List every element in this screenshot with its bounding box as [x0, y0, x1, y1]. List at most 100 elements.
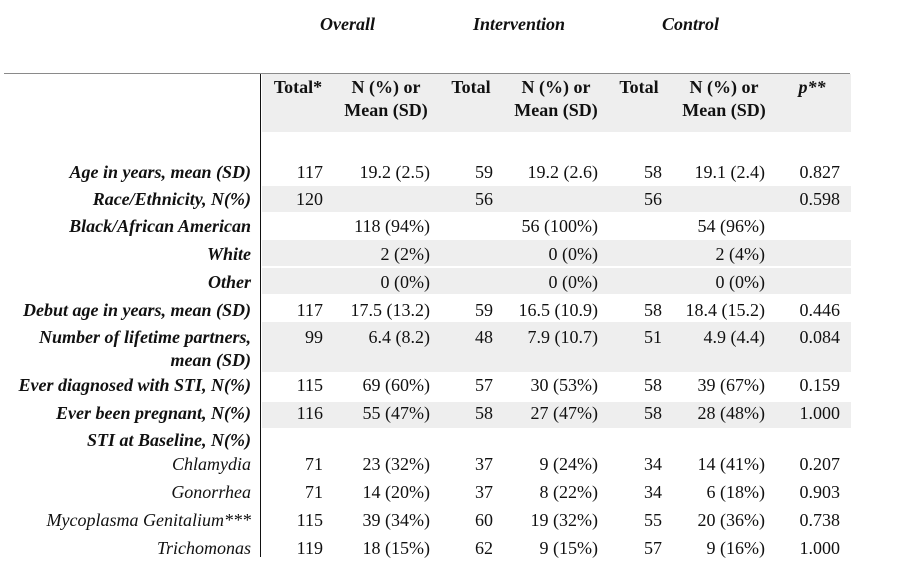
column-header-p-value: p** [798, 77, 826, 97]
table-row: Gonorrhea 71 14 (20%) 37 8 (22%) 34 6 (1… [0, 479, 913, 505]
cell-p-value: 0.159 [799, 375, 841, 395]
cell-total-overall: 71 [305, 482, 323, 502]
cell-value-control: 19.1 (2.4) [694, 162, 766, 182]
row-label: Ever been pregnant, N(%) [56, 403, 251, 423]
cell-total-control: 34 [644, 454, 662, 474]
cell-total-control: 34 [644, 482, 662, 502]
cell-total-intervention: 59 [475, 300, 493, 320]
cell-value-control: 39 (67%) [697, 375, 765, 395]
cell-p-value: 1.000 [799, 403, 841, 423]
cell-total-intervention: 57 [475, 375, 493, 395]
cell-total-control: 51 [644, 327, 662, 347]
table-row: Chlamydia 71 23 (32%) 37 9 (24%) 34 14 (… [0, 451, 913, 477]
group-header-control: Control [662, 14, 720, 34]
cell-value-overall: 23 (32%) [362, 454, 430, 474]
header-shade [262, 74, 851, 132]
cell-value-intervention: 27 (47%) [530, 403, 598, 423]
cell-value-control: 6 (18%) [706, 482, 765, 502]
cell-total-overall: 116 [296, 403, 323, 423]
cell-value-control: 20 (36%) [697, 510, 765, 530]
cell-p-value: 0.738 [799, 510, 841, 530]
column-header-total-intervention: Total [451, 77, 491, 97]
cell-total-control: 58 [644, 403, 662, 423]
cell-value-overall: 14 (20%) [362, 482, 430, 502]
row-label: Gonorrhea [171, 482, 251, 502]
cell-total-overall: 99 [305, 327, 323, 347]
cell-total-intervention: 56 [475, 189, 493, 209]
row-label: Black/African American [69, 216, 251, 236]
column-header-nmean-control: N (%) or Mean (SD) [682, 77, 766, 120]
table-row: Other 0 (0%) 0 (0%) 0 (0%) [0, 269, 913, 295]
cell-value-intervention: 56 (100%) [521, 216, 598, 236]
cell-total-control: 55 [644, 510, 662, 530]
cell-value-intervention: 0 (0%) [548, 272, 598, 292]
row-shade [262, 322, 851, 372]
table-row: Ever diagnosed with STI, N(%) 115 69 (60… [0, 372, 913, 398]
cell-total-intervention: 62 [475, 538, 493, 558]
cell-p-value: 0.598 [799, 189, 841, 209]
cell-total-control: 56 [644, 189, 662, 209]
cell-value-intervention: 16.5 (10.9) [518, 300, 599, 320]
row-label: Number of lifetime partners, mean (SD) [39, 327, 251, 370]
row-shade [262, 402, 851, 428]
row-label: Age in years, mean (SD) [69, 162, 252, 182]
row-label: Debut age in years, mean (SD) [23, 300, 251, 320]
cell-total-overall: 117 [296, 300, 323, 320]
cell-p-value: 0.207 [799, 454, 841, 474]
table-row: Black/African American 118 (94%) 56 (100… [0, 213, 913, 239]
row-shade [262, 240, 851, 266]
cell-value-intervention: 9 (24%) [539, 454, 598, 474]
cell-value-overall: 118 (94%) [354, 216, 430, 236]
cell-total-intervention: 59 [475, 162, 493, 182]
cell-p-value: 1.000 [799, 538, 841, 558]
table-top-rule [4, 73, 850, 74]
cell-value-overall: 6.4 (8.2) [368, 327, 431, 347]
cell-value-intervention: 9 (15%) [539, 538, 598, 558]
cell-value-overall: 2 (2%) [380, 244, 430, 264]
cell-total-intervention: 48 [475, 327, 493, 347]
table-row: Age in years, mean (SD) 117 19.2 (2.5) 5… [0, 159, 913, 185]
cell-total-overall: 115 [296, 510, 323, 530]
cell-total-control: 57 [644, 538, 662, 558]
cell-value-control: 9 (16%) [706, 538, 765, 558]
cell-value-control: 28 (48%) [697, 403, 765, 423]
cell-total-control: 58 [644, 375, 662, 395]
cell-p-value: 0.903 [799, 482, 841, 502]
group-header-intervention: Intervention [473, 14, 566, 34]
table-row: Mycoplasma Genitalium*** 115 39 (34%) 60… [0, 507, 913, 533]
cell-value-intervention: 7.9 (10.7) [527, 327, 599, 347]
column-header-nmean-intervention: N (%) or Mean (SD) [514, 77, 598, 120]
cell-value-intervention: 8 (22%) [539, 482, 598, 502]
cell-value-intervention: 19.2 (2.6) [527, 162, 599, 182]
row-label: Race/Ethnicity, N(%) [92, 189, 251, 209]
cell-value-control: 4.9 (4.4) [703, 327, 766, 347]
cell-total-overall: 120 [296, 189, 323, 209]
table-row: Debut age in years, mean (SD) 117 17.5 (… [0, 297, 913, 323]
cell-value-overall: 39 (34%) [362, 510, 430, 530]
table-row: Number of lifetime partners, mean (SD) 9… [0, 324, 913, 372]
cell-value-overall: 0 (0%) [380, 272, 430, 292]
cell-value-overall: 18 (15%) [362, 538, 430, 558]
table-row: Trichomonas 119 18 (15%) 62 9 (15%) 57 9… [0, 535, 913, 561]
table-row: STI at Baseline, N(%) [0, 427, 913, 453]
row-label: STI at Baseline, N(%) [87, 430, 251, 450]
cell-total-overall: 119 [296, 538, 323, 558]
cell-total-overall: 71 [305, 454, 323, 474]
cell-p-value: 0.827 [799, 162, 841, 182]
column-header-total-overall: Total* [273, 77, 323, 97]
column-header-total-control: Total [619, 77, 659, 97]
cell-total-intervention: 37 [475, 482, 493, 502]
cell-value-overall: 17.5 (13.2) [350, 300, 431, 320]
row-label: Trichomonas [156, 538, 251, 558]
cell-value-control: 0 (0%) [715, 272, 765, 292]
cell-total-intervention: 37 [475, 454, 493, 474]
row-label: Chlamydia [172, 454, 251, 474]
row-label: Ever diagnosed with STI, N(%) [18, 375, 251, 395]
row-shade [262, 268, 851, 294]
cell-value-control: 2 (4%) [715, 244, 765, 264]
table-row: Ever been pregnant, N(%) 116 55 (47%) 58… [0, 400, 913, 426]
cell-total-intervention: 60 [475, 510, 493, 530]
cell-value-overall: 19.2 (2.5) [359, 162, 431, 182]
cell-total-overall: 117 [296, 162, 323, 182]
row-shade [262, 186, 851, 212]
